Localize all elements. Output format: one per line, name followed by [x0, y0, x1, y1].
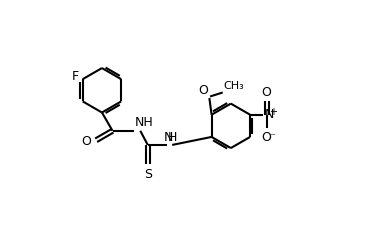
Text: ⁻: ⁻: [270, 133, 276, 142]
Text: O: O: [262, 131, 272, 144]
Text: N: N: [164, 131, 173, 144]
Text: O: O: [262, 86, 272, 99]
Text: F: F: [72, 70, 79, 83]
Text: O: O: [198, 84, 208, 97]
Text: N: N: [264, 108, 274, 121]
Text: +: +: [269, 107, 277, 117]
Text: NH: NH: [135, 116, 153, 129]
Text: H: H: [167, 131, 177, 144]
Text: CH₃: CH₃: [224, 81, 244, 91]
Text: S: S: [144, 168, 152, 181]
Text: O: O: [81, 135, 91, 148]
